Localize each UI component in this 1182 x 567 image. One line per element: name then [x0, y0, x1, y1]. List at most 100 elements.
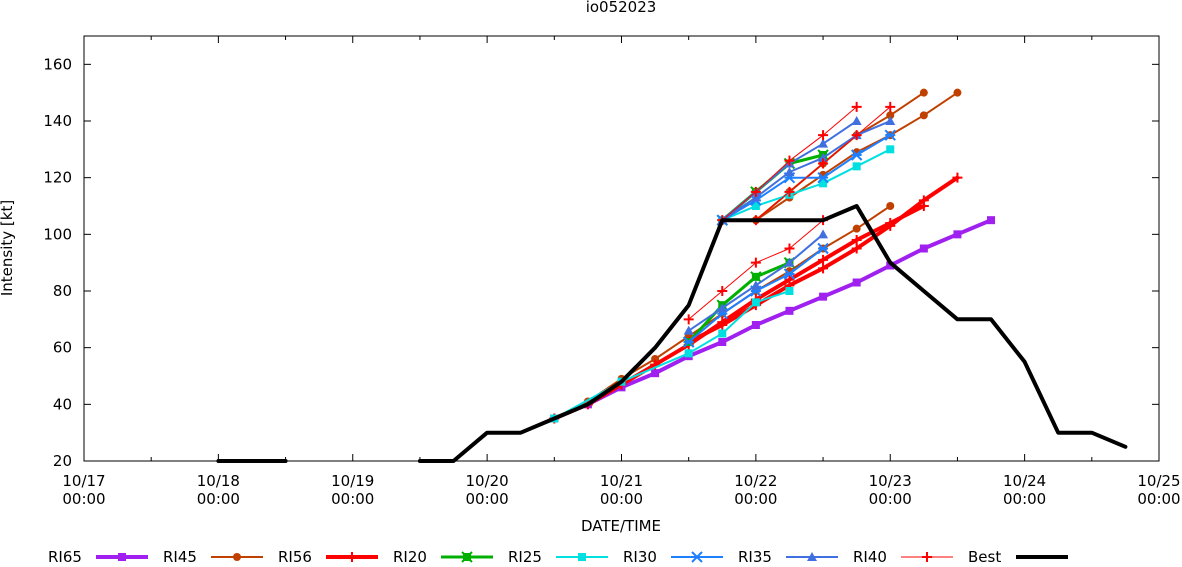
data-point-ri40	[784, 186, 795, 197]
legend-marker	[922, 552, 932, 562]
series-ri65	[550, 216, 996, 423]
x-tick-label: 10/23	[869, 472, 912, 490]
series-best	[216, 204, 1128, 463]
data-point-ri45	[886, 111, 895, 120]
x-tick-label: 00:00	[197, 490, 240, 508]
data-point-ri35	[851, 116, 862, 125]
x-tick-label: 00:00	[600, 490, 643, 508]
data-point-ri25	[684, 349, 693, 358]
y-axis-label: Intensity [kt]	[0, 200, 16, 296]
y-tick-label: 140	[43, 112, 72, 130]
legend-item-ri45: RI45	[163, 548, 263, 566]
series-layer	[216, 88, 1128, 463]
data-point-ri40	[851, 101, 862, 112]
data-point-ri30	[783, 268, 796, 280]
x-tick-label: 00:00	[734, 490, 777, 508]
y-tick-label: 160	[43, 55, 72, 73]
data-point-ri40	[784, 155, 795, 166]
data-point-ri40	[683, 314, 694, 325]
series-line-best	[417, 204, 1128, 463]
data-point-ri35	[750, 280, 761, 290]
data-point-ri56	[851, 243, 862, 254]
series-ri25	[550, 145, 895, 423]
legend-item-ri20: RI20	[393, 548, 493, 566]
y-tick-labels: 20 40 60 80 100 120 140 160	[43, 55, 72, 470]
legend: RI65 RI45 RI56 RI20 RI25 RI30 RI35 RI40 Best	[48, 548, 1068, 566]
x-tick-label: 00:00	[466, 490, 509, 508]
x-tick-label: 10/24	[1003, 472, 1046, 490]
x-tick-label: 10/22	[734, 472, 777, 490]
data-point-ri30	[884, 129, 896, 141]
data-point-ri65	[987, 216, 996, 225]
x-tick-label: 10/25	[1137, 472, 1180, 490]
y-tick-label: 100	[43, 225, 72, 243]
data-point-ri35	[818, 138, 829, 148]
data-point-ri56	[952, 172, 963, 183]
data-point-ri25	[718, 329, 727, 338]
x-tick-label: 10/21	[600, 472, 643, 490]
x-axis-label: DATE/TIME	[581, 517, 661, 535]
legend-marker	[578, 553, 586, 561]
data-point-ri30	[817, 171, 829, 184]
legend-marker	[691, 551, 703, 563]
plot-frame	[83, 35, 1160, 462]
data-point-ri25	[886, 145, 895, 154]
data-point-ri56	[918, 195, 929, 206]
series-line-ri35	[721, 120, 892, 222]
data-point-ri30	[817, 242, 829, 255]
data-point-ri40	[717, 286, 728, 296]
tick-marks	[83, 36, 1160, 462]
data-point-ri45	[953, 88, 962, 97]
legend-label: RI40	[853, 548, 887, 566]
data-point-ri65	[919, 244, 928, 253]
data-point-ri25	[819, 179, 828, 188]
x-tick-label: 00:00	[1137, 490, 1180, 508]
data-point-ri45	[852, 224, 861, 233]
data-point-ri40	[750, 257, 761, 268]
data-point-ri35	[784, 257, 795, 267]
data-point-ri56	[885, 220, 896, 231]
x-tick-label: 10/19	[331, 472, 374, 490]
data-point-ri56	[851, 235, 862, 245]
data-point-ri65	[886, 261, 895, 270]
data-point-ri35	[818, 152, 829, 162]
y-tick-label: 20	[53, 452, 72, 470]
series-line-ri65	[552, 218, 993, 421]
data-point-ri35	[750, 192, 761, 202]
legend-label: RI35	[738, 548, 772, 566]
data-point-ri40	[885, 101, 896, 112]
legend-label: Best	[968, 548, 1001, 566]
x-tick-label: 10/17	[62, 472, 105, 490]
data-point-ri56	[818, 254, 829, 265]
y-tick-label: 40	[53, 395, 72, 413]
x-tick-labels: 10/1700:0010/1800:0010/1900:0010/2000:00…	[62, 472, 1180, 508]
x-tick-label: 10/20	[466, 472, 509, 490]
data-point-ri30	[850, 149, 863, 161]
data-point-ri45	[919, 111, 928, 120]
legend-label: RI56	[278, 548, 312, 566]
legend-item-ri65: RI65	[48, 548, 148, 566]
y-tick-label: 60	[53, 339, 72, 357]
legend-marker	[461, 551, 473, 563]
data-point-ri65	[751, 321, 760, 329]
data-point-ri65	[718, 338, 727, 346]
x-tick-label: 10/18	[197, 472, 240, 490]
data-point-ri40	[818, 158, 829, 169]
data-point-ri25	[852, 162, 861, 171]
series-ri45	[550, 88, 962, 423]
data-point-ri25	[785, 287, 794, 295]
data-point-ri65	[953, 230, 962, 239]
x-tick-label: 00:00	[1003, 490, 1046, 508]
data-point-ri56	[818, 263, 829, 274]
y-tick-label: 80	[53, 282, 72, 300]
legend-item-ri40: RI40	[853, 548, 953, 566]
legend-marker	[233, 553, 241, 561]
data-point-ri40	[818, 130, 829, 141]
legend-item-ri56: RI56	[278, 548, 378, 566]
legend-label: RI20	[393, 548, 427, 566]
data-point-ri65	[852, 278, 861, 287]
data-point-ri45	[919, 88, 928, 97]
data-point-ri35	[818, 229, 829, 239]
legend-marker	[347, 552, 357, 562]
